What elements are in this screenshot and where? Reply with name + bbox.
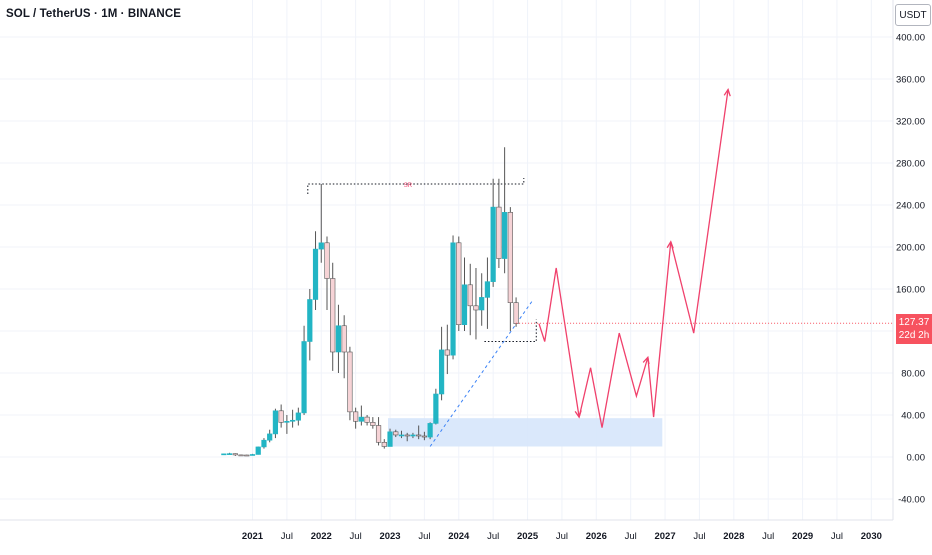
x-tick-label: Jul <box>487 531 499 542</box>
candle-body <box>221 453 227 456</box>
candle-body <box>479 297 485 311</box>
candle-body <box>324 242 330 279</box>
candle-body <box>427 423 433 438</box>
y-tick-label: 320.00 <box>896 117 925 128</box>
candle-body <box>232 453 238 456</box>
candle-body <box>398 434 405 437</box>
candle-body <box>484 281 491 298</box>
candle-body <box>307 299 313 342</box>
candle-body <box>513 302 519 324</box>
candle-body <box>467 284 473 307</box>
y-tick-label: 400.00 <box>896 33 925 44</box>
x-tick-label: 2023 <box>379 531 400 542</box>
x-tick-label: 2026 <box>586 531 607 542</box>
x-tick-label: 2028 <box>723 531 744 542</box>
candle-body <box>433 393 439 424</box>
candle-body <box>284 420 290 423</box>
candle-body <box>456 242 462 326</box>
candle-body <box>421 435 428 438</box>
support-bracket <box>484 319 537 342</box>
candle-body <box>490 206 496 282</box>
y-tick-label: -40.00 <box>898 495 925 506</box>
candle-body <box>244 454 250 457</box>
candle-body <box>370 422 376 426</box>
candle-body <box>318 242 324 250</box>
range-bracket <box>307 178 525 194</box>
symbol-title: SOL / TetherUS · 1M · BINANCE <box>6 8 181 20</box>
candle-body <box>330 278 336 353</box>
candle-body <box>416 434 422 437</box>
candle-body <box>353 411 359 422</box>
candle-body <box>358 416 364 422</box>
y-tick-label: 80.00 <box>901 369 925 380</box>
candle-body <box>496 206 502 259</box>
x-tick-label: Jul <box>693 531 705 542</box>
x-tick-label: Jul <box>625 531 637 542</box>
x-tick-label: 2030 <box>861 531 882 542</box>
y-tick-label: 0.00 <box>907 453 926 464</box>
candle-body <box>473 305 479 311</box>
candle-body <box>387 431 393 447</box>
candle-body <box>226 453 233 455</box>
candle-body <box>249 454 256 456</box>
x-tick-label: Jul <box>762 531 774 542</box>
x-tick-label: Jul <box>281 531 293 542</box>
candle-body <box>393 431 399 436</box>
x-tick-label: 2025 <box>517 531 539 542</box>
x-tick-label: 2024 <box>448 531 470 542</box>
candle-body <box>450 242 456 356</box>
candle-body <box>267 433 273 441</box>
candle-body <box>364 416 370 423</box>
x-tick-label: 2021 <box>242 531 264 542</box>
projection-arrowhead <box>666 240 674 249</box>
y-tick-label: 240.00 <box>896 201 925 212</box>
y-tick-label: 200.00 <box>896 243 925 254</box>
y-tick-label: 360.00 <box>896 75 925 86</box>
candle-body <box>341 325 347 353</box>
candle-body <box>295 412 301 421</box>
candle-body <box>290 419 296 422</box>
y-tick-label: 280.00 <box>896 159 925 170</box>
candle-body <box>381 441 387 447</box>
candle-body <box>312 248 319 300</box>
candle-body <box>255 446 261 455</box>
y-tick-label: 40.00 <box>901 411 925 422</box>
last-price-value: 127.37 <box>898 317 930 328</box>
candle-body <box>375 425 382 443</box>
candle-body <box>502 212 508 259</box>
candle-body <box>347 351 353 413</box>
candle-body <box>438 349 445 395</box>
x-tick-label: Jul <box>556 531 568 542</box>
last-price-label: 127.37 22d 2h <box>896 314 932 344</box>
candle-countdown: 22d 2h <box>898 330 930 341</box>
projection-arrowhead <box>642 355 650 365</box>
x-tick-label: 2022 <box>311 531 332 542</box>
candle-body <box>410 434 416 437</box>
candle-body <box>301 341 307 414</box>
projection-arrowhead <box>574 410 582 419</box>
currency-button[interactable]: USDT <box>895 4 931 26</box>
candle-body <box>272 410 279 435</box>
candle-body <box>444 349 450 356</box>
x-tick-label: 2027 <box>654 531 675 542</box>
candle-body <box>335 325 342 353</box>
candle-body <box>278 410 284 423</box>
projection-arrowhead <box>723 88 731 97</box>
candle-body <box>404 434 410 437</box>
x-tick-label: Jul <box>418 531 430 542</box>
range-label: SR <box>404 183 413 189</box>
candle-body <box>461 284 468 325</box>
x-tick-label: Jul <box>350 531 362 542</box>
candle-body <box>261 439 267 448</box>
candle-body <box>238 454 244 457</box>
x-tick-label: 2029 <box>792 531 813 542</box>
candle-body <box>507 212 513 303</box>
y-tick-label: 160.00 <box>896 285 925 296</box>
x-tick-label: Jul <box>831 531 843 542</box>
